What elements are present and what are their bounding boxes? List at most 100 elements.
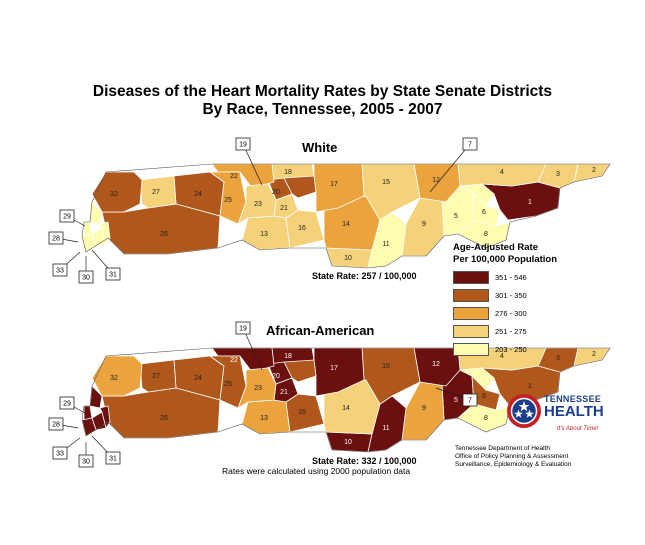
white-state-rate: State Rate: 257 / 100,000 [312,271,417,281]
district-label-24: 24 [194,375,202,382]
district-label-5: 5 [454,397,458,404]
callout-label-33: 33 [56,267,64,274]
callout-label-29: 29 [63,400,71,407]
district-label-20: 20 [272,189,280,196]
district-label-23: 23 [254,201,262,208]
callout-label-7: 7 [468,397,472,404]
tennessee-health-logo: TENNESSEE HEALTH It's About Time! [505,390,604,440]
callout-30: 30 [78,256,94,284]
state-outline [81,163,611,269]
district-25 [208,355,247,409]
district-label-15: 15 [382,363,390,370]
district-label-12: 12 [432,177,440,184]
district-label-27: 27 [152,189,160,196]
legend-swatch [453,325,489,338]
callout-28: 28 [48,231,79,245]
district-label-18: 18 [284,169,292,176]
district-32 [91,355,143,397]
district-label-8: 8 [484,231,488,238]
map-title-line-2: By Race, Tennessee, 2005 - 2007 [202,101,443,118]
district-label-14: 14 [342,405,350,412]
legend-item: 301 - 350 [453,289,603,302]
callout-19: 19 [235,137,263,186]
callout-label-7: 7 [468,141,472,148]
district-27 [139,359,177,393]
district-label-2: 2 [592,351,596,358]
legend-swatch [453,307,489,320]
district-label-27: 27 [152,373,160,380]
legend-label: 351 - 546 [495,273,527,282]
district-label-21: 21 [280,205,288,212]
district-25 [208,171,247,225]
district-label-16: 16 [298,409,306,416]
credit-line-1: Tennessee Department of Health [455,445,551,452]
state-outline [81,347,611,453]
logo-word-tennessee: TENNESSEE [544,394,602,404]
district-label-18: 18 [284,353,292,360]
legend-title-line-2: Per 100,000 Population [453,254,558,265]
district-32 [91,171,143,213]
district-label-17: 17 [330,365,338,372]
district-label-32: 32 [110,375,118,382]
logo-tagline: It's About Time! [557,426,599,432]
callout-7: 7 [429,137,478,193]
callout-label-30: 30 [82,274,90,281]
district-label-2: 2 [592,167,596,174]
african-american-map-title: African-American [266,323,375,338]
district-label-25: 25 [224,197,232,204]
legend-item: 351 - 546 [453,271,603,284]
legend-label: 251 - 275 [495,327,527,336]
tristar-icon [507,394,541,428]
map-title-line-1: Diseases of the Heart Mortality Rates by… [92,83,553,100]
callout-label-29: 29 [63,213,71,220]
callout-label-28: 28 [52,235,60,242]
district-label-9: 9 [422,221,426,228]
credit-line-2: Office of Policy Planning & Assessment [455,453,569,460]
district-label-22: 22 [230,173,238,180]
district-label-24: 24 [194,191,202,198]
callout-31: 31 [91,435,121,465]
white-map-title: White [302,140,338,155]
callout-label-31: 31 [109,455,117,462]
district-label-3: 3 [556,355,560,362]
african-american-state-rate: State Rate: 332 / 100,000 [312,456,417,466]
legend-swatch [453,343,489,356]
legend: Age-Adjusted Rate Per 100,000 Population… [453,242,603,356]
district-label-10: 10 [344,439,352,446]
legend-item: 203 - 250 [453,343,603,356]
district-label-13: 13 [260,231,268,238]
district-label-4: 4 [500,353,504,360]
district-label-14: 14 [342,221,350,228]
callout-label-19: 19 [239,141,247,148]
district-label-6: 6 [482,209,486,216]
callout-label-33: 33 [56,450,64,457]
district-label-15: 15 [382,179,390,186]
district-label-12: 12 [432,361,440,368]
district-label-4: 4 [500,169,504,176]
legend-label: 203 - 250 [495,345,527,354]
district-label-1: 1 [528,383,532,390]
legend-item: 251 - 275 [453,325,603,338]
district-label-10: 10 [344,255,352,262]
credit-line-3: Surveillance, Epidemiology & Evaluation [455,461,572,468]
district-label-32: 32 [110,191,118,198]
legend-item: 276 - 300 [453,307,603,320]
district-label-16: 16 [298,225,306,232]
district-label-3: 3 [556,171,560,178]
district-label-25: 25 [224,381,232,388]
district-7 [458,183,495,207]
district-label-8: 8 [484,415,488,422]
district-label-6: 6 [482,393,486,400]
district-label-5: 5 [454,213,458,220]
district-label-9: 9 [422,405,426,412]
callout-31: 31 [91,249,121,281]
district-label-11: 11 [382,425,389,432]
callout-19: 19 [235,321,263,371]
district-label-26: 26 [160,231,168,238]
callout-33: 33 [52,437,81,460]
district-label-22: 22 [230,357,238,364]
callout-29: 29 [59,396,86,414]
legend-label: 301 - 350 [495,291,527,300]
district-label-11: 11 [382,241,389,248]
